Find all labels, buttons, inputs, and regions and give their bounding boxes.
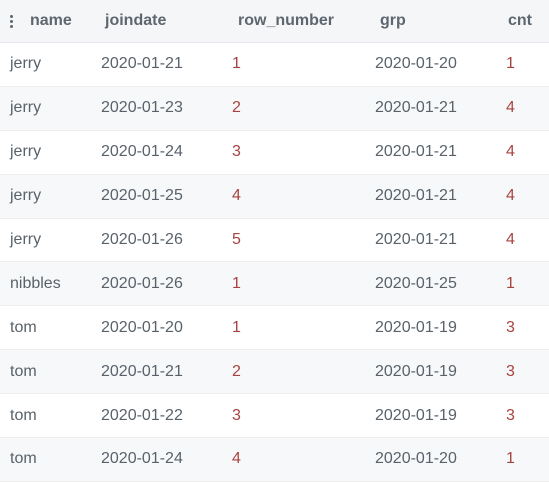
cell-joindate[interactable]: 2020-01-26 — [101, 274, 183, 292]
cell-grp[interactable]: 2020-01-19 — [375, 318, 457, 336]
cell-cnt[interactable]: 1 — [506, 55, 515, 73]
cell-joindate[interactable]: 2020-01-21 — [101, 362, 183, 380]
cell-row-number[interactable]: 4 — [232, 450, 241, 468]
table-body: jerry 2020-01-21 1 2020-01-20 1 jerry 2020-01-… — [0, 43, 549, 482]
cell-name[interactable]: jerry — [10, 55, 42, 73]
column-header-cnt[interactable]: cnt — [508, 12, 532, 29]
cell-cnt[interactable]: 4 — [506, 231, 515, 248]
table-row[interactable]: jerry 2020-01-24 3 2020-01-21 4 — [0, 131, 549, 175]
cell-name[interactable]: tom — [10, 362, 37, 380]
column-header-grp[interactable]: grp — [380, 12, 406, 29]
cell-row-number[interactable]: 2 — [232, 362, 241, 380]
cell-cnt[interactable]: 1 — [506, 274, 515, 292]
cell-row-number[interactable]: 1 — [232, 318, 241, 336]
cell-row-number[interactable]: 4 — [232, 187, 241, 205]
column-header-row-number[interactable]: row_number — [238, 12, 335, 29]
table-row[interactable]: tom 2020-01-20 1 2020-01-19 3 — [0, 306, 549, 351]
cell-grp[interactable]: 2020-01-21 — [375, 187, 457, 205]
table-row[interactable]: tom 2020-01-22 3 2020-01-19 3 — [0, 394, 549, 439]
cell-row-number[interactable]: 3 — [232, 143, 241, 161]
cell-joindate[interactable]: 2020-01-23 — [101, 99, 183, 117]
table-row[interactable]: jerry 2020-01-25 4 2020-01-21 4 — [0, 174, 549, 219]
table-row[interactable]: tom 2020-01-24 4 2020-01-20 1 — [0, 438, 549, 482]
cell-cnt[interactable]: 1 — [506, 450, 515, 468]
cell-grp[interactable]: 2020-01-20 — [375, 55, 457, 73]
kebab-menu-icon[interactable] — [10, 14, 16, 28]
cell-cnt[interactable]: 3 — [506, 406, 515, 424]
cell-name[interactable]: nibbles — [10, 274, 61, 292]
cell-joindate[interactable]: 2020-01-24 — [101, 143, 183, 161]
cell-joindate[interactable]: 2020-01-22 — [101, 406, 183, 424]
cell-cnt[interactable]: 4 — [506, 143, 515, 161]
cell-name[interactable]: tom — [10, 450, 37, 468]
cell-grp[interactable]: 2020-01-19 — [375, 362, 457, 380]
table-row[interactable]: jerry 2020-01-23 2 2020-01-21 4 — [0, 86, 549, 131]
table-row[interactable]: tom 2020-01-21 2 2020-01-19 3 — [0, 350, 549, 395]
column-header-joindate[interactable]: joindate — [105, 12, 167, 29]
cell-name[interactable]: tom — [10, 318, 37, 336]
cell-row-number[interactable]: 1 — [232, 55, 241, 73]
column-header-label: name — [30, 12, 72, 29]
cell-grp[interactable]: 2020-01-21 — [375, 143, 457, 161]
cell-cnt[interactable]: 4 — [506, 99, 515, 117]
cell-joindate[interactable]: 2020-01-21 — [101, 55, 183, 73]
cell-grp[interactable]: 2020-01-20 — [375, 450, 457, 468]
cell-row-number[interactable]: 5 — [232, 231, 241, 248]
cell-grp[interactable]: 2020-01-25 — [375, 274, 457, 292]
cell-name[interactable]: jerry — [10, 143, 42, 161]
cell-row-number[interactable]: 2 — [232, 99, 241, 117]
table-row[interactable]: nibbles 2020-01-26 1 2020-01-25 1 — [0, 262, 549, 307]
cell-grp[interactable]: 2020-01-19 — [375, 406, 457, 424]
header-row: name joindate row_number grp cnt — [0, 0, 549, 43]
cell-joindate[interactable]: 2020-01-20 — [101, 318, 183, 336]
cell-row-number[interactable]: 1 — [232, 274, 241, 292]
cell-name[interactable]: jerry — [10, 99, 42, 117]
cell-row-number[interactable]: 3 — [232, 406, 241, 424]
cell-grp[interactable]: 2020-01-21 — [375, 231, 457, 248]
cell-name[interactable]: jerry — [10, 187, 42, 205]
cell-name[interactable]: jerry — [10, 231, 42, 248]
cell-joindate[interactable]: 2020-01-25 — [101, 187, 183, 205]
cell-grp[interactable]: 2020-01-21 — [375, 99, 457, 117]
cell-cnt[interactable]: 3 — [506, 318, 515, 336]
cell-cnt[interactable]: 4 — [506, 187, 515, 205]
table-row[interactable]: jerry 2020-01-26 5 2020-01-21 4 — [0, 219, 549, 263]
column-header-name[interactable]: name — [0, 12, 91, 30]
cell-name[interactable]: tom — [10, 406, 37, 424]
cell-cnt[interactable]: 3 — [506, 362, 515, 380]
table-row[interactable]: jerry 2020-01-21 1 2020-01-20 1 — [0, 43, 549, 87]
cell-joindate[interactable]: 2020-01-26 — [101, 231, 183, 248]
cell-joindate[interactable]: 2020-01-24 — [101, 450, 183, 468]
